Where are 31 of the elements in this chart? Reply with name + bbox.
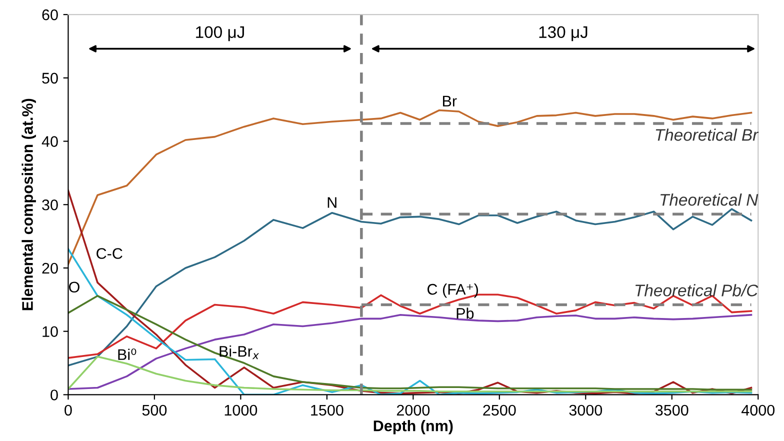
annotation: Br [443,96,457,106]
annotation: Bi-Br$_{x}$ [220,346,260,360]
annotation: Bi⁰ [118,348,136,360]
y-tick-label: 60 [42,9,58,20]
y-tick-label: 50 [42,72,58,84]
series-label: Theoretical Br [656,128,759,141]
y-tick-label: 0 [50,390,58,400]
y-tick-label: 30 [42,199,58,210]
annotation: N [328,197,336,208]
y-tick-label: 20 [42,262,58,274]
series-label: Theoretical Pb/C [636,284,758,296]
x-tick-label: 3000 [569,404,602,416]
y-tick-label: 10 [42,326,58,338]
y-axis-title: Elemental composition (at.%) [22,98,36,310]
x-tick-label: 500 [142,404,167,416]
annotation: 100 μJ [196,26,244,42]
x-tick-label: 2500 [483,404,516,416]
x-tick-label: 1500 [311,404,344,416]
x-tick-label: 0 [64,404,72,416]
x-tick-label: 3500 [655,404,688,416]
annotation: 130 μJ [539,26,588,42]
series-label: Theoretical N [660,194,758,206]
annotation: Pb [456,308,474,319]
x-tick-label: 4000 [741,404,775,416]
x-tick-label: 2000 [396,404,430,416]
annotation: C (FA⁺) [428,284,478,298]
x-tick-label: 1000 [224,404,258,416]
y-tick-label: 40 [42,136,58,147]
annotation: O [69,282,80,293]
annotation: C-C [96,248,122,259]
x-axis-title: Depth (nm) [374,420,453,434]
